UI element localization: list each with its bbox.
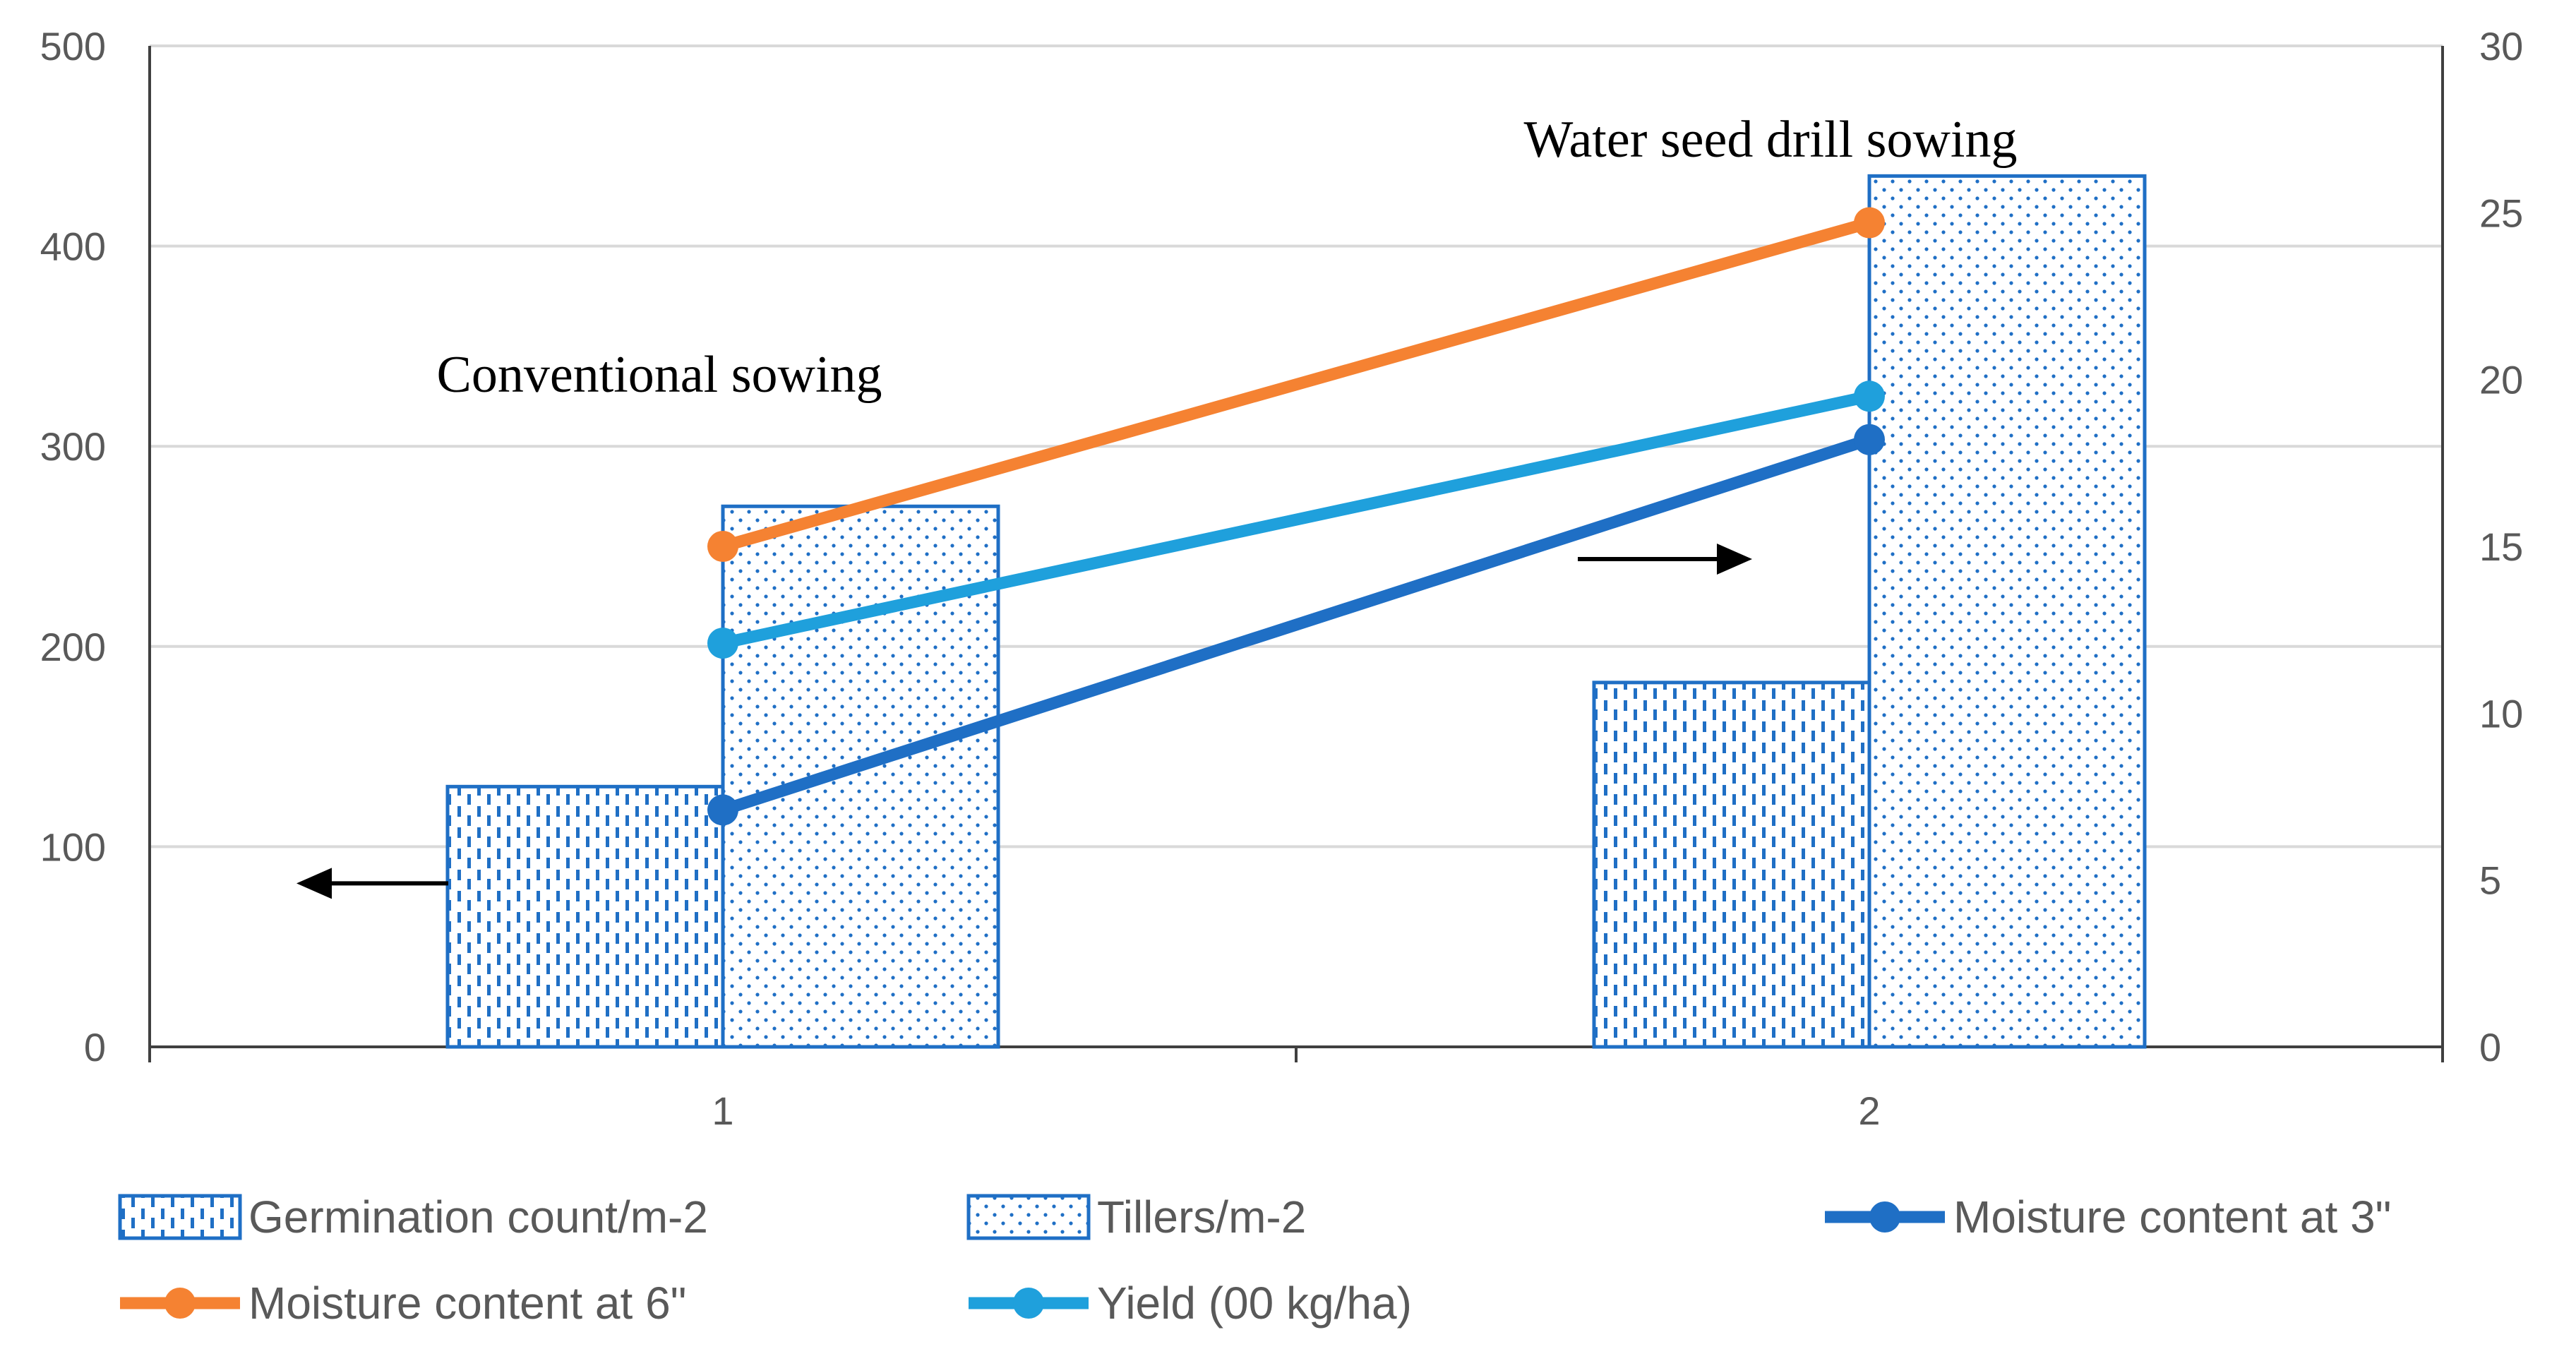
- axes: 0 100 200 300 400 500 0 5 10 15 20 25 30 1 2: [40, 24, 2524, 1133]
- annotations: Conventional sowing Water seed drill sowi…: [296, 111, 2017, 899]
- bar-tillers: [1867, 174, 2147, 1049]
- legend-label: Germination count/m-2: [248, 1192, 708, 1242]
- x-axis-category-label: 1: [712, 1089, 733, 1133]
- left-axis-arrow-head: [296, 868, 332, 899]
- marker-moisture-6in: [707, 531, 738, 562]
- left-axis-tick-label: 100: [40, 825, 106, 869]
- left-axis-tick-label: 200: [40, 625, 106, 669]
- legend-swatch-bar: [966, 1194, 1091, 1240]
- right-axis-tick-label: 10: [2479, 691, 2523, 736]
- marker-moisture-3in: [1854, 424, 1885, 455]
- marker-yield: [1854, 380, 1885, 412]
- legend-label: Yield (00 kg/ha): [1097, 1278, 1412, 1329]
- marker-moisture-3in: [707, 794, 738, 826]
- right-axis-tick-label: 0: [2479, 1025, 2501, 1069]
- left-axis-tick-label: 0: [84, 1025, 106, 1069]
- line-moisture-6in: [717, 217, 1876, 553]
- legend: Germination count/m-2 Tillers/m-2 Moisture…: [118, 1192, 2391, 1329]
- bar-germination: [445, 784, 725, 1049]
- annotation-conventional: Conventional sowing: [436, 346, 882, 404]
- left-axis-tick-label: 400: [40, 224, 106, 269]
- bars: [445, 174, 2147, 1049]
- left-axis-tick-label: 500: [40, 24, 106, 68]
- x-axis-category-label: 2: [1858, 1089, 1880, 1133]
- left-axis-tick-label: 300: [40, 424, 106, 469]
- line-yield: [717, 390, 1876, 649]
- bar-germination: [1592, 680, 1871, 1049]
- right-axis-tick-label: 15: [2479, 524, 2523, 569]
- legend-label: Tillers/m-2: [1097, 1192, 1306, 1242]
- right-axis-tick-label: 30: [2479, 24, 2523, 68]
- marker-yield: [707, 628, 738, 659]
- legend-swatch-marker: [164, 1288, 196, 1319]
- right-axis-tick-label: 20: [2479, 358, 2523, 402]
- legend-swatch-bar: [118, 1194, 242, 1240]
- right-axis-tick-label: 25: [2479, 191, 2523, 235]
- annotation-water-seed-drill: Water seed drill sowing: [1524, 111, 2018, 169]
- lines: [707, 207, 1885, 826]
- right-axis-tick-label: 5: [2479, 858, 2501, 903]
- line-moisture-3in: [717, 433, 1876, 816]
- legend-label: Moisture content at 3": [1953, 1192, 2391, 1242]
- right-axis-arrow-head: [1717, 544, 1752, 575]
- marker-moisture-6in: [1854, 207, 1885, 239]
- legend-label: Moisture content at 6": [248, 1278, 686, 1329]
- legend-swatch-marker: [1013, 1288, 1044, 1319]
- legend-swatch-marker: [1869, 1201, 1900, 1233]
